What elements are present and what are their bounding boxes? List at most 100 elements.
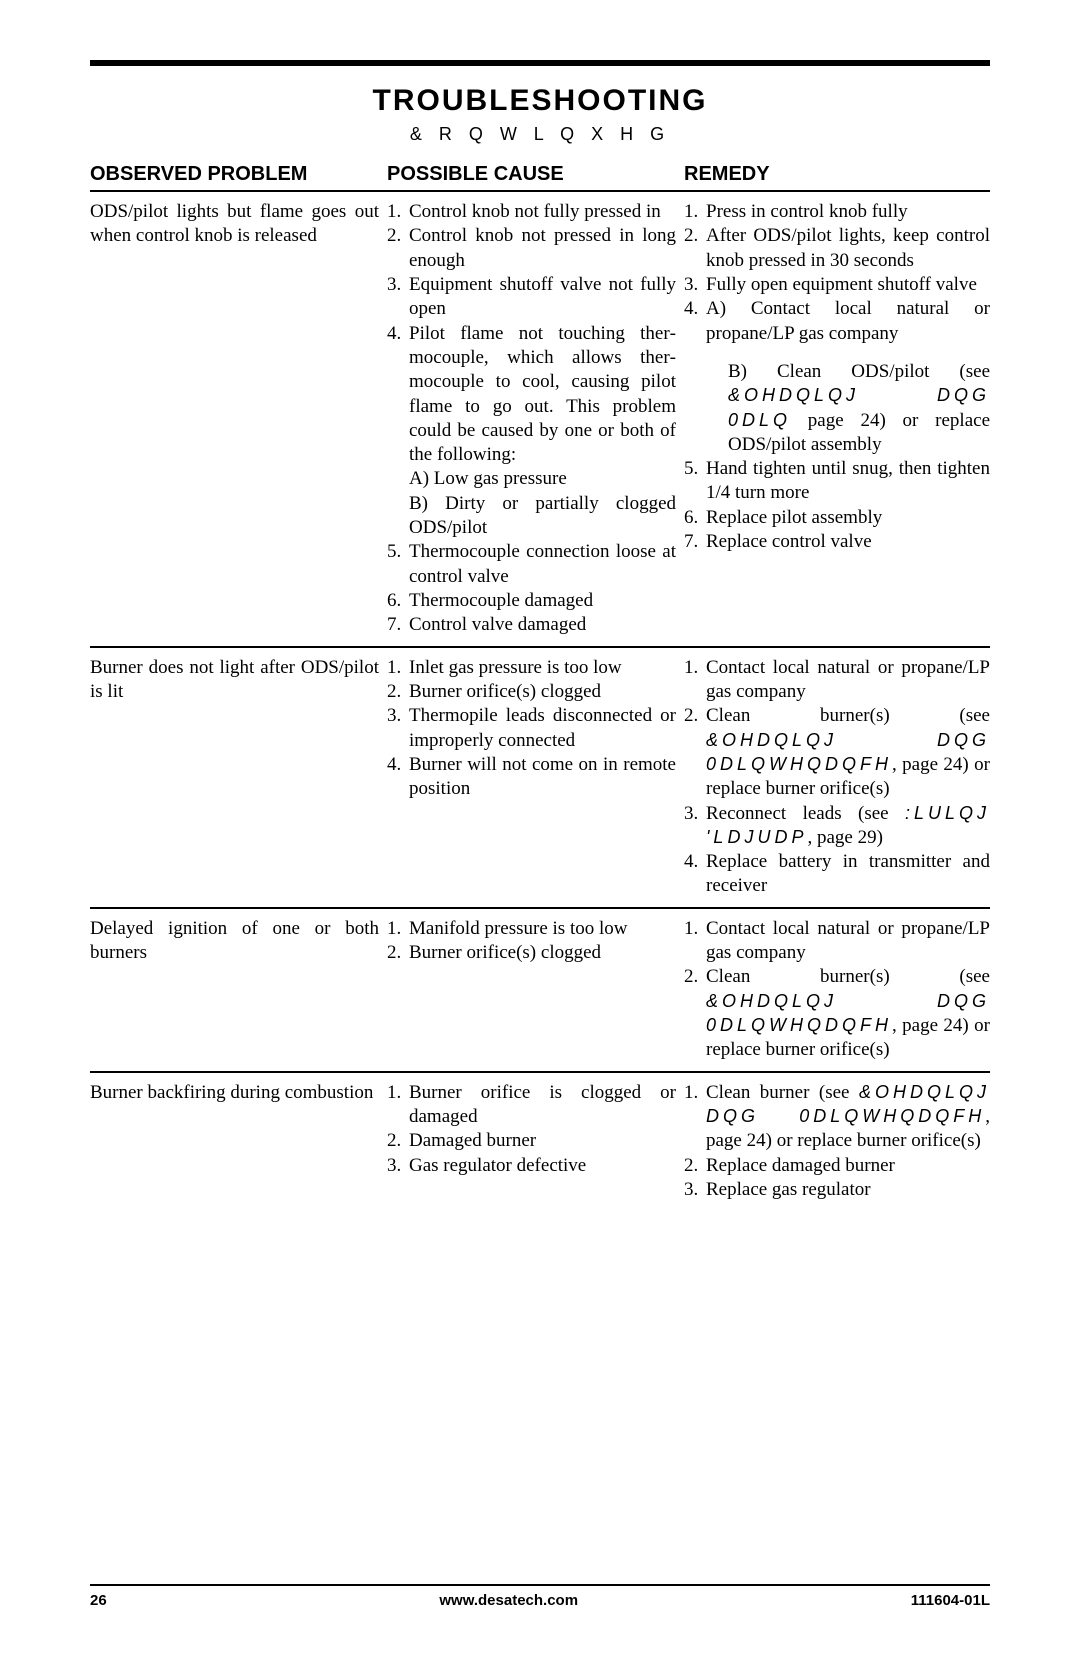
cause-item: 2.Burner orifice(s) clogged xyxy=(387,680,676,704)
list-number: 1. xyxy=(684,1081,706,1154)
cause-cell: 1.Manifold pressure is too low2.Burner o… xyxy=(387,917,684,1063)
list-number: 4. xyxy=(684,850,706,899)
remedy-text: Replace battery in transmitter and recei… xyxy=(706,850,990,899)
cause-text: Equipment shutoff valve not fully open xyxy=(409,273,676,322)
list-number: 1. xyxy=(684,656,706,705)
top-rule xyxy=(90,60,990,66)
header-cause: POSSIBLE CAUSE xyxy=(387,163,684,186)
list-number: 2. xyxy=(387,1129,409,1153)
remedy-list: 1.Clean burner (see &OHDQLQJ DQG 0DLQWHQ… xyxy=(684,1081,990,1203)
cause-cell: 1.Inlet gas pressure is too low2.Burner … xyxy=(387,656,684,899)
list-number: 2. xyxy=(387,941,409,965)
remedy-text: Press in control knob fully xyxy=(706,200,990,224)
remedy-item: 2.Replace damaged burner xyxy=(684,1154,990,1178)
garbled-text: &OHDQLQJ DQG 0DLQWHQDQFH xyxy=(706,1082,990,1126)
remedy-cell: 1.Contact local natural or pro­pane/LP g… xyxy=(684,656,990,899)
list-number: 1. xyxy=(684,917,706,966)
problem-cell: Delayed ignition of one or both burners xyxy=(90,917,387,1063)
cause-item: 4.Burner will not come on in remote posi… xyxy=(387,753,676,802)
remedy-text: A) Contact local natural or propane/LP g… xyxy=(706,297,990,457)
list-number: 2. xyxy=(684,965,706,1062)
cause-item: 1.Burner orifice is clogged or damaged xyxy=(387,1081,676,1130)
list-number: 4. xyxy=(387,753,409,802)
cause-text: Burner orifice(s) clogged xyxy=(409,941,676,965)
remedy-item: 4.Replace battery in transmitter and rec… xyxy=(684,850,990,899)
list-number: 3. xyxy=(684,802,706,851)
footer-code: 111604-01L xyxy=(911,1592,990,1609)
cause-text: Thermopile leads disconnect­ed or improp… xyxy=(409,704,676,753)
remedy-cell: 1.Contact local natural or pro­pane/LP g… xyxy=(684,917,990,1063)
list-number: 1. xyxy=(684,200,706,224)
remedy-text: Clean burner(s) (see &OHDQLQJ DQG 0DLQWH… xyxy=(706,965,990,1062)
list-number: 3. xyxy=(387,273,409,322)
table-row: Burner does not light after ODS/pilot is… xyxy=(90,648,990,909)
cause-text: Control knob not fully pressed in xyxy=(409,200,676,224)
garbled-text: :LULQJ 'LDJUDP xyxy=(706,803,990,847)
remedy-item: 1.Clean burner (see &OHDQLQJ DQG 0DLQWHQ… xyxy=(684,1081,990,1154)
cause-item: 1.Control knob not fully pressed in xyxy=(387,200,676,224)
cause-text: Inlet gas pressure is too low xyxy=(409,656,676,680)
cause-item: 2.Control knob not pressed in long enoug… xyxy=(387,224,676,273)
page-title: TROUBLESHOOTING xyxy=(90,84,990,118)
list-number: 1. xyxy=(387,200,409,224)
remedy-list: 1.Press in control knob fully2.After ODS… xyxy=(684,200,990,554)
cause-item: 5.Thermocouple connection loose at contr… xyxy=(387,540,676,589)
column-headers: OBSERVED PROBLEM POSSIBLE CAUSE REMEDY xyxy=(90,163,990,192)
remedy-text: Clean burner (see &OHDQLQJ DQG 0DLQWHQDQ… xyxy=(706,1081,990,1154)
troubleshooting-table: ODS/pilot lights but flame goes out when… xyxy=(90,192,990,1210)
cause-list: 1.Burner orifice is clogged or damaged2.… xyxy=(387,1081,676,1178)
problem-cell: ODS/pilot lights but flame goes out when… xyxy=(90,200,387,638)
remedy-text: Replace pilot assembly xyxy=(706,506,990,530)
sub-line: A) Low gas pressure xyxy=(409,467,676,491)
cause-item: 6.Thermocouple damaged xyxy=(387,589,676,613)
list-number: 2. xyxy=(387,680,409,704)
list-number: 3. xyxy=(387,1154,409,1178)
cause-cell: 1.Control knob not fully pressed in2.Con… xyxy=(387,200,684,638)
header-remedy: REMEDY xyxy=(684,163,990,186)
list-number: 4. xyxy=(684,297,706,457)
remedy-text: Replace damaged burner xyxy=(706,1154,990,1178)
problem-cell: Burner backfiring during com­bustion xyxy=(90,1081,387,1203)
list-number: 1. xyxy=(387,1081,409,1130)
list-number: 1. xyxy=(387,917,409,941)
remedy-text: After ODS/pilot lights, keep control kno… xyxy=(706,224,990,273)
cause-text: Burner will not come on in remote positi… xyxy=(409,753,676,802)
problem-cell: Burner does not light after ODS/pilot is… xyxy=(90,656,387,899)
remedy-item: 1.Contact local natural or pro­pane/LP g… xyxy=(684,656,990,705)
remedy-text: Replace gas regulator xyxy=(706,1178,990,1202)
sub-block: B) Clean ODS/pilot (see &OHDQLQJ DQG 0DL… xyxy=(706,360,990,457)
list-number: 7. xyxy=(387,613,409,637)
table-row: Burner backfiring during com­bustion1.Bu… xyxy=(90,1073,990,1211)
list-number: 3. xyxy=(684,1178,706,1202)
table-row: ODS/pilot lights but flame goes out when… xyxy=(90,192,990,648)
remedy-text: Reconnect leads (see :LULQJ 'LDJUDP, pag… xyxy=(706,802,990,851)
cause-text: Manifold pressure is too low xyxy=(409,917,676,941)
cause-list: 1.Manifold pressure is too low2.Burner o… xyxy=(387,917,676,966)
remedy-item: 1.Contact local natural or pro­pane/LP g… xyxy=(684,917,990,966)
cause-text: Thermocouple damaged xyxy=(409,589,676,613)
remedy-text: Hand tighten until snug, then tighten 1/… xyxy=(706,457,990,506)
list-number: 5. xyxy=(387,540,409,589)
garbled-text: &OHDQLQJ DQG 0DLQWHQDQFH xyxy=(706,730,990,774)
list-number: 5. xyxy=(684,457,706,506)
remedy-text: Fully open equipment shutoff valve xyxy=(706,273,990,297)
remedy-item: 5.Hand tighten until snug, then tighten … xyxy=(684,457,990,506)
remedy-item: 4.A) Contact local natural or propane/LP… xyxy=(684,297,990,457)
header-problem: OBSERVED PROBLEM xyxy=(90,163,387,186)
cause-list: 1.Control knob not fully pressed in2.Con… xyxy=(387,200,676,638)
cause-item: 1.Inlet gas pressure is too low xyxy=(387,656,676,680)
remedy-item: 3.Reconnect leads (see :LULQJ 'LDJUDP, p… xyxy=(684,802,990,851)
remedy-item: 3.Fully open equipment shutoff valve xyxy=(684,273,990,297)
footer-page: 26 xyxy=(90,1592,107,1609)
remedy-cell: 1.Press in control knob fully2.After ODS… xyxy=(684,200,990,638)
page-footer: 26 www.desatech.com 111604-01L xyxy=(90,1584,990,1609)
remedy-text: Contact local natural or pro­pane/LP gas… xyxy=(706,917,990,966)
cause-text: Control knob not pressed in long enough xyxy=(409,224,676,273)
sub-block: A) Contact local natural or propane/LP g… xyxy=(706,297,990,346)
cause-item: 2.Burner orifice(s) clogged xyxy=(387,941,676,965)
footer-url: www.desatech.com xyxy=(439,1592,578,1609)
garbled-text: &OHDQLQJ DQG 0DLQ xyxy=(728,385,990,429)
list-number: 6. xyxy=(684,506,706,530)
cause-text: Burner orifice(s) clogged xyxy=(409,680,676,704)
remedy-item: 2.After ODS/pilot lights, keep control k… xyxy=(684,224,990,273)
